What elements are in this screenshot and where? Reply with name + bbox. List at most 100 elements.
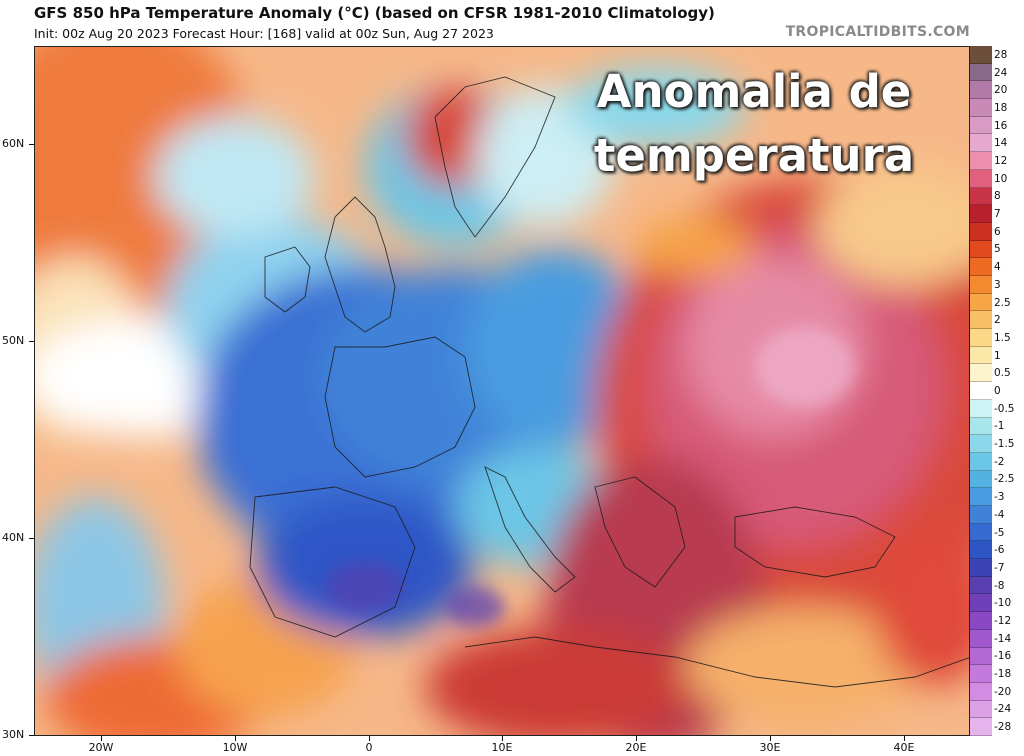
legend-label: -2.5 [994, 473, 1015, 486]
legend-swatch [970, 629, 992, 648]
legend-label: 8 [994, 190, 1001, 203]
legend-label: -28 [994, 721, 1012, 734]
lon-tick [636, 736, 637, 741]
legend-swatch [970, 311, 992, 330]
legend-label: -14 [994, 632, 1012, 645]
legend-label: 0 [994, 385, 1001, 397]
lon-tick [770, 736, 771, 741]
lon-tick [369, 736, 370, 741]
legend-label: 0.5 [994, 367, 1011, 380]
anomaly-map [34, 46, 970, 736]
legend-label: 18 [994, 101, 1008, 114]
legend-label: 24 [994, 66, 1008, 79]
legend-swatch [970, 665, 992, 683]
legend-swatch [970, 222, 992, 241]
legend-swatch [970, 718, 992, 736]
legend-label: 10 [994, 172, 1008, 185]
legend-swatch [970, 594, 992, 613]
lat-tick [29, 735, 34, 736]
legend-label: 20 [994, 84, 1008, 97]
legend-swatch [970, 364, 992, 383]
legend-label: -0.5 [994, 402, 1015, 415]
legend-label: -12 [994, 615, 1012, 627]
lon-label-10e: 10E [491, 741, 513, 754]
legend-swatch [970, 612, 992, 630]
overlay-line-1: Anomalia de [596, 65, 912, 118]
legend-label: 2 [994, 314, 1001, 327]
chart-subtitle: Init: 00z Aug 20 2023 Forecast Hour: [16… [34, 26, 494, 41]
legend-swatch [970, 152, 992, 170]
legend-swatch [970, 329, 992, 347]
legend-label: 1.5 [994, 331, 1011, 344]
legend-label: 5 [994, 243, 1001, 256]
legend-label: 1 [994, 349, 1001, 362]
lat-label-60n: 60N [2, 137, 25, 150]
legend-label: -2 [994, 455, 1005, 468]
legend-swatch [970, 187, 992, 206]
legend-swatch [970, 488, 992, 506]
legend-swatch [970, 116, 992, 135]
lon-label-40e: 40E [893, 741, 915, 754]
lon-label-0: 0 [365, 741, 373, 754]
legend-swatch [970, 276, 992, 294]
legend-label: -18 [994, 668, 1012, 681]
legend-swatch [970, 506, 992, 524]
legend-swatch [970, 576, 992, 595]
legend-swatch [970, 134, 992, 153]
legend-swatch [970, 293, 992, 312]
legend-label: 16 [994, 119, 1008, 132]
legend-label: -3 [994, 491, 1005, 504]
legend-swatch [970, 682, 992, 701]
lon-label-20w: 20W [88, 741, 114, 754]
legend-swatch [970, 205, 992, 223]
legend-swatch [970, 46, 992, 64]
lat-tick [29, 341, 34, 342]
legend-label: 7 [994, 208, 1001, 221]
color-legend: 28 24 20 18 16 14 12 10 8 7 6 5 4 3 2.5 2 1.5 1 0.5 0 -0.5 -1… [970, 46, 1022, 736]
legend-swatch [970, 63, 992, 82]
lon-label-20e: 20E [625, 741, 647, 754]
legend-label: -10 [994, 597, 1012, 610]
legend-label: -5 [994, 526, 1005, 539]
legend-label: 2.5 [994, 296, 1011, 309]
lat-tick [29, 538, 34, 539]
lon-tick [502, 736, 503, 741]
brand-watermark: TROPICALTIDBITS.COM [785, 24, 970, 40]
lat-tick [29, 144, 34, 145]
overlay-line-2: temperatura [593, 129, 915, 182]
legend-swatch [970, 99, 992, 117]
lon-label-30e: 30E [759, 741, 781, 754]
legend-label: 12 [994, 155, 1008, 167]
legend-label: 28 [994, 48, 1008, 61]
lon-tick [904, 736, 905, 741]
legend-label: -6 [994, 544, 1005, 557]
lon-label-10w: 10W [222, 741, 248, 754]
legend-label: -7 [994, 561, 1005, 574]
legend-swatch [970, 541, 992, 560]
annotation-overlay: Anomalia de temperatura [554, 60, 954, 188]
legend-swatch [970, 382, 992, 400]
legend-swatch [970, 435, 992, 453]
legend-swatch [970, 452, 992, 471]
lat-label-40n: 40N [2, 531, 25, 544]
legend-swatch [970, 700, 992, 719]
legend-label: -1 [994, 420, 1005, 433]
legend-label: -24 [994, 703, 1012, 716]
legend-swatch [970, 470, 992, 489]
legend-swatch [970, 169, 992, 188]
legend-swatch [970, 240, 992, 259]
legend-label: 4 [994, 261, 1001, 274]
legend-label: -8 [994, 579, 1005, 592]
lat-label-30n: 30N [2, 728, 25, 741]
legend-swatch [970, 346, 992, 365]
legend-label: -1.5 [994, 438, 1015, 451]
legend-label: 6 [994, 225, 1001, 238]
legend-label: -4 [994, 508, 1005, 521]
legend-label: 14 [994, 137, 1008, 150]
legend-swatch [970, 523, 992, 542]
legend-swatch [970, 559, 992, 577]
legend-swatch [970, 647, 992, 666]
legend-swatch [970, 258, 992, 276]
legend-label: -20 [994, 685, 1012, 698]
legend-swatch [970, 81, 992, 100]
